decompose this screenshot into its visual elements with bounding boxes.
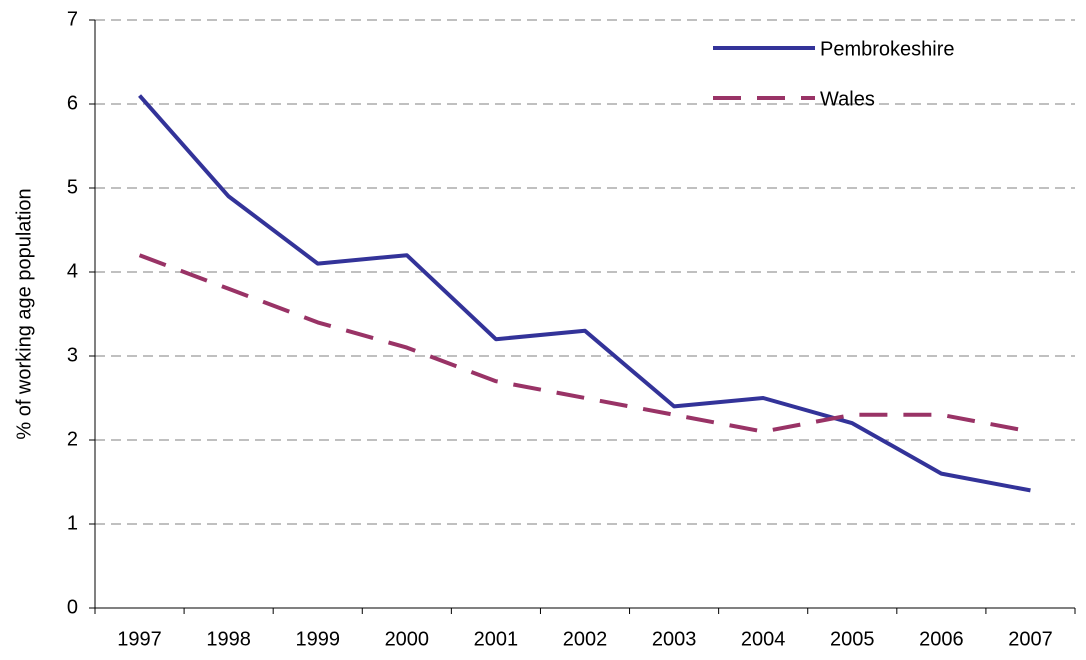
y-tick-label: 1 [67, 512, 78, 534]
x-tick-label: 1999 [295, 628, 340, 650]
x-tick-label: 2003 [652, 628, 697, 650]
series-line [138, 94, 1031, 493]
x-tick-label: 2005 [830, 628, 875, 650]
series-line [138, 253, 1031, 434]
y-tick-label: 5 [67, 176, 78, 198]
x-tick-label: 2001 [474, 628, 519, 650]
x-tick-label: 1998 [206, 628, 251, 650]
y-tick-label: 7 [67, 8, 78, 30]
x-tick-label: 2002 [563, 628, 608, 650]
y-tick-label: 3 [67, 344, 78, 366]
y-tick-label: 6 [67, 92, 78, 114]
x-tick-label: 1997 [117, 628, 162, 650]
x-tick-label: 2004 [741, 628, 786, 650]
x-tick-label: 2006 [919, 628, 964, 650]
x-tick-label: 2000 [385, 628, 430, 650]
legend-label: Pembrokeshire [820, 38, 955, 60]
legend-label: Wales [820, 88, 875, 110]
y-tick-label: 2 [67, 428, 78, 450]
y-axis-label: % of working age population [13, 188, 35, 439]
y-tick-label: 4 [67, 260, 78, 282]
x-tick-label: 2007 [1008, 628, 1053, 650]
y-tick-label: 0 [67, 596, 78, 618]
